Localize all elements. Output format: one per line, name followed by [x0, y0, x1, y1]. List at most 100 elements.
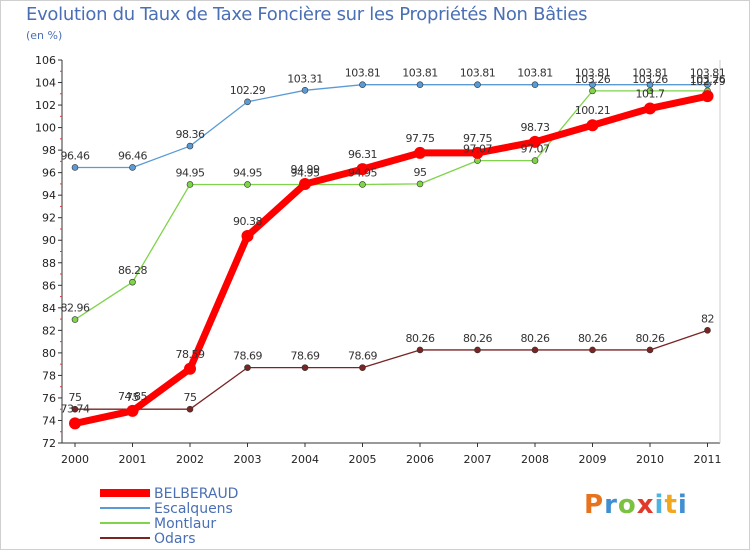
- x-tick-label: 2008: [521, 453, 549, 466]
- data-label: 90.38: [233, 215, 262, 228]
- y-tick-label: 84: [42, 302, 56, 315]
- data-label: 75: [126, 391, 139, 404]
- data-label: 74.85: [118, 390, 147, 403]
- data-label: 94.95: [348, 166, 377, 179]
- data-label: 103.81: [517, 67, 553, 80]
- data-point: [129, 164, 136, 171]
- data-point: [186, 142, 194, 150]
- legend-item-escalquens: Escalquens: [100, 501, 233, 517]
- logo-letter: o: [617, 490, 637, 520]
- x-tick-label: 2003: [234, 453, 262, 466]
- data-label: 78.59: [176, 348, 205, 361]
- x-tick-label: 2002: [176, 453, 204, 466]
- legend-item-odars: Odars: [100, 531, 196, 547]
- data-label: 103.81: [632, 67, 668, 80]
- data-point: [244, 98, 251, 106]
- legend-label: Escalquens: [154, 501, 233, 517]
- data-label: 98.73: [521, 121, 550, 134]
- series-layer: [69, 81, 714, 430]
- data-point: [186, 181, 194, 188]
- legend-item-montlaur: Montlaur: [100, 516, 216, 532]
- data-label: 86.28: [118, 264, 147, 277]
- data-label: 75: [69, 391, 82, 404]
- data-label: 78.69: [291, 350, 320, 363]
- data-label: 75: [184, 391, 197, 404]
- data-point: [701, 90, 714, 103]
- data-point: [69, 417, 81, 430]
- data-label: 80.26: [521, 332, 550, 345]
- axes: 72 74 76 78 80 82 84 86 88 90 92 94 96 98 100 102 104 106…: [35, 54, 722, 466]
- y-tick-label: 104: [35, 77, 56, 90]
- data-label: 73.74: [61, 402, 90, 415]
- data-label: 78.69: [233, 350, 262, 363]
- data-point: [299, 178, 311, 191]
- proxiti-logo: Proxiti: [584, 490, 688, 520]
- data-point: [244, 181, 251, 188]
- data-label: 94.95: [176, 166, 205, 179]
- series-belberaud: [69, 90, 714, 430]
- y-tick-label: 92: [42, 212, 56, 225]
- data-point: [126, 404, 139, 417]
- x-tick-label: 2004: [291, 453, 319, 466]
- y-tick-label: 86: [42, 279, 56, 292]
- y-tick-label: 74: [42, 414, 56, 427]
- legend-item-belberaud: BELBERAUD: [100, 486, 238, 502]
- data-label: 97.75: [406, 132, 435, 145]
- data-point: [71, 316, 79, 323]
- legend-label: BELBERAUD: [154, 486, 238, 502]
- data-label: 94.95: [233, 166, 262, 179]
- data-point: [301, 87, 309, 94]
- data-label: 103.81: [345, 67, 381, 80]
- data-label: 80.26: [578, 332, 607, 345]
- data-label: 103.81: [402, 67, 438, 80]
- legend-label: Odars: [154, 531, 196, 547]
- y-tick-label: 90: [42, 234, 56, 247]
- y-tick-label: 80: [42, 347, 56, 360]
- data-point: [704, 327, 711, 334]
- series-odars: [71, 327, 711, 413]
- data-label: 80.26: [463, 332, 492, 345]
- data-label: 103.81: [460, 67, 496, 80]
- data-point: [359, 364, 366, 371]
- data-label: 80.26: [406, 332, 435, 345]
- data-point: [71, 164, 79, 171]
- data-label: 94.95: [291, 166, 320, 179]
- data-point: [129, 278, 136, 286]
- data-label: 100.21: [575, 104, 611, 117]
- data-label: 97.75: [463, 132, 492, 145]
- data-point: [646, 346, 654, 354]
- data-point: [416, 346, 424, 354]
- data-point: [531, 81, 539, 88]
- data-point: [646, 87, 654, 95]
- data-label: 103.81: [690, 67, 726, 80]
- x-tick-label: 2000: [61, 453, 89, 466]
- legend-label: Montlaur: [154, 516, 216, 532]
- y-tick-label: 82: [42, 324, 56, 337]
- y-tick-label: 106: [35, 54, 56, 67]
- chart-subtitle: (en %): [26, 29, 63, 42]
- y-tick-label: 78: [42, 369, 56, 382]
- x-tick-label: 2007: [464, 453, 492, 466]
- data-point: [359, 81, 366, 88]
- data-point: [71, 405, 79, 413]
- data-label: 101.7: [636, 87, 665, 100]
- data-point: [184, 362, 196, 375]
- data-point: [589, 346, 596, 354]
- data-label: 97.07: [463, 143, 492, 156]
- data-label: 78.69: [348, 350, 377, 363]
- y-tick-label: 96: [42, 167, 56, 180]
- data-point: [416, 81, 424, 88]
- data-point: [416, 180, 424, 188]
- data-label: 95: [414, 166, 427, 179]
- data-label: 103.26: [632, 73, 668, 86]
- data-label: 102.79: [690, 75, 726, 88]
- y-tick-label: 72: [42, 437, 56, 450]
- data-label: 82.96: [61, 302, 90, 315]
- series-line: [74, 90, 709, 321]
- data-point: [589, 87, 596, 95]
- chart-title: Evolution du Taux de Taxe Foncière sur l…: [26, 4, 588, 25]
- data-label: 96.31: [348, 148, 377, 161]
